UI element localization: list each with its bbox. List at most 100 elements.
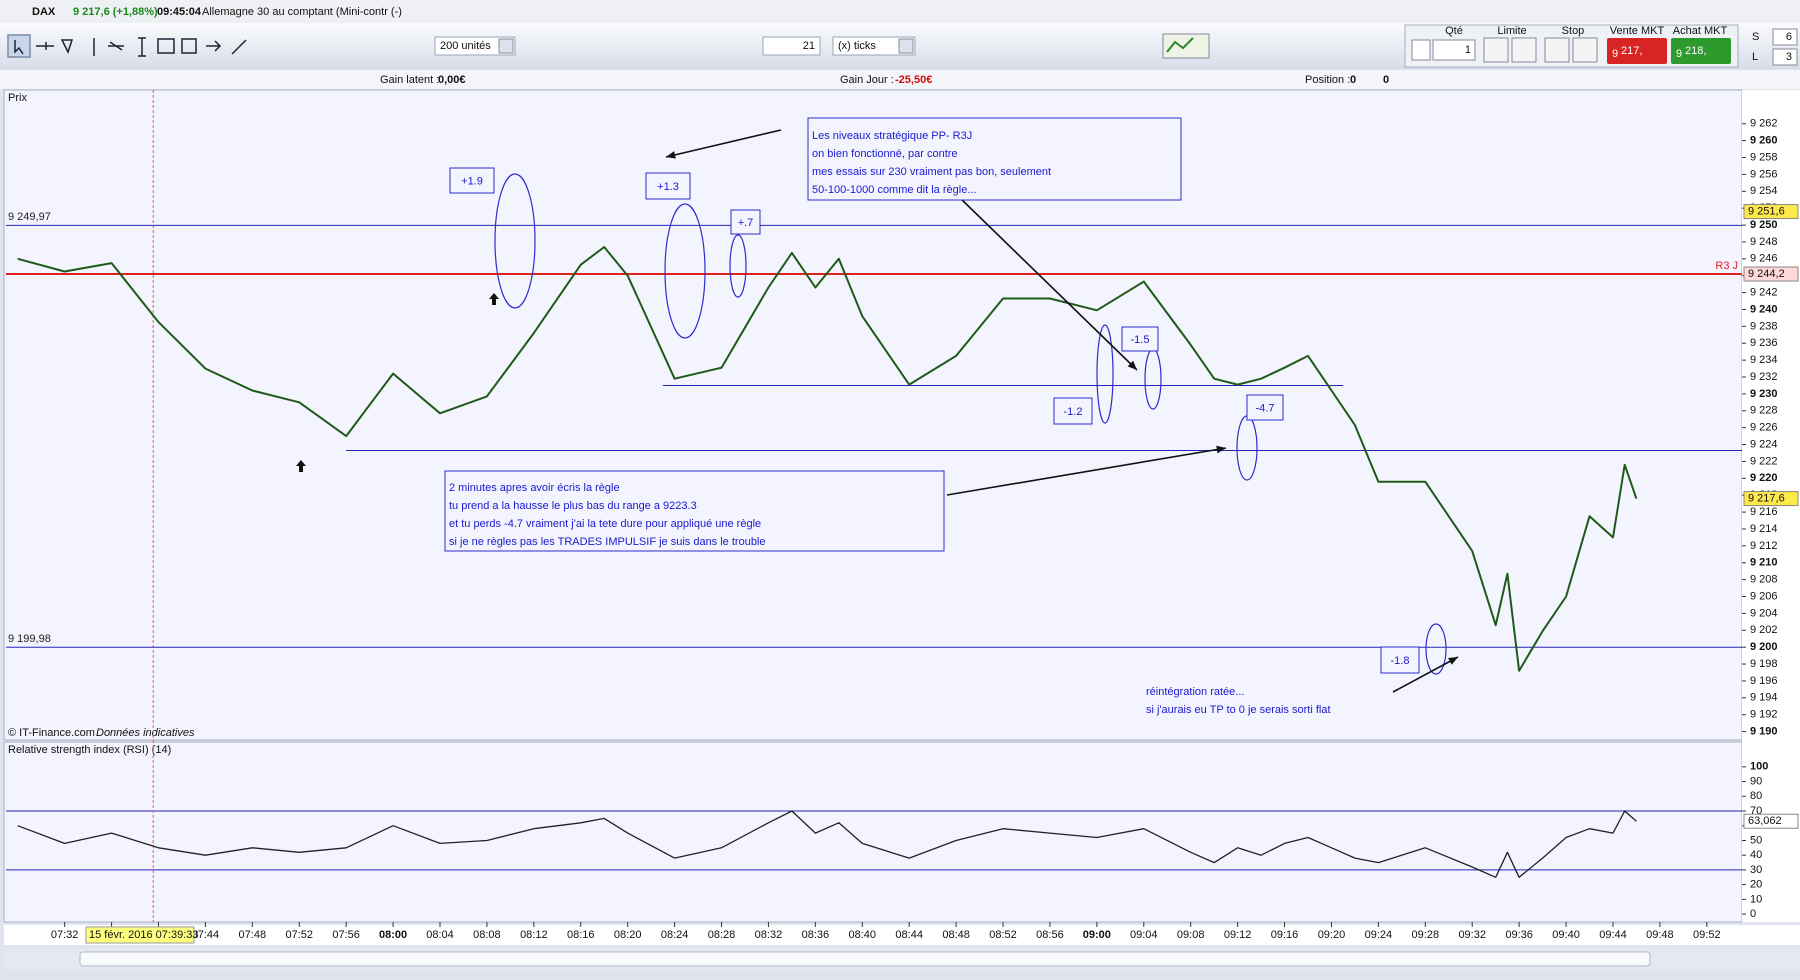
annotation-text: Les niveaux stratégique PP- R3J [812,130,972,142]
arrow-head [1216,445,1226,454]
l-value: 3 [1786,51,1792,63]
instrument: Allemagne 30 au comptant (Mini-contr (-) [202,6,402,18]
buy-price: 218, [1685,45,1706,57]
x-tick-label: 09:32 [1458,929,1486,941]
x-tick-label: 07:56 [332,929,360,941]
sell-price: 217, [1621,45,1642,57]
trade-label-box [1053,397,1093,425]
ticks-input[interactable] [762,36,821,56]
limit-buy[interactable] [1483,37,1509,63]
x-tick-label: 08:56 [1036,929,1064,941]
y-tick-label: 9 250 [1750,219,1778,231]
trade-label: +.7 [738,217,754,229]
annotation-text: réintégration ratée... [1146,686,1244,698]
level-label: 9 249,97 [8,211,51,223]
price-tag-label: 9 251,6 [1748,205,1785,217]
x-tick-label: 08:32 [755,929,783,941]
x-tick-label: 07:44 [192,929,220,941]
trade-label: -1.8 [1391,655,1410,667]
price-tag [1743,204,1799,220]
x-tick-label: 09:16 [1271,929,1299,941]
series-line [17,810,1637,878]
trade-ellipse [1425,623,1447,675]
arrow-head [666,151,676,159]
arrow-head [1448,657,1458,665]
y-tick-label: 9 256 [1750,168,1778,180]
limit-sell[interactable] [1511,37,1537,63]
y-tick-label: 9 198 [1750,658,1778,670]
y-tick-label: 9 192 [1750,709,1778,721]
stop-buy[interactable] [1544,37,1570,63]
chart-layer: Prix Relative strength index (RSI) (14) © … [6,90,1799,944]
x-tick-label: 08:12 [520,929,548,941]
s-value: 6 [1786,31,1792,43]
x-tick-label: 08:20 [614,929,642,941]
trade-label: +1.3 [657,181,679,193]
arrow [665,129,782,158]
x-tick-label: 09:44 [1599,929,1627,941]
cursor-box [85,926,195,944]
price-tag [1743,491,1799,507]
s-input[interactable] [1772,28,1798,46]
y-tick-label: 9 200 [1750,641,1778,653]
x-tick-label: 08:04 [426,929,454,941]
arrow-head [1127,360,1137,370]
x-tick-label: 09:00 [1083,929,1111,941]
x-tick-label: 09:28 [1412,929,1440,941]
dropdown-button[interactable] [898,38,914,54]
y-tick-label: 40 [1750,849,1762,861]
annotation-text: si j'aurais eu TP to 0 je serais sorti f… [1146,704,1331,716]
annotation-text: tu prend a la hausse le plus bas du rang… [449,500,697,512]
y-tick-label: 9 220 [1750,472,1778,484]
trade-label: +1.9 [461,175,483,187]
x-tick-label: 08:44 [895,929,923,941]
trade-ellipse [729,234,747,298]
trade-label-box [1246,394,1284,421]
y-tick-label: 9 262 [1750,118,1778,130]
qty: 1 [1465,44,1471,56]
dropdown-button[interactable] [498,38,514,54]
y-tick-label: 30 [1750,864,1762,876]
trade-ellipse [1096,324,1114,424]
x-tick-label: 08:00 [379,929,407,941]
stop-sell[interactable] [1572,37,1598,63]
units: 200 unités [440,40,491,52]
buy-button[interactable] [1671,38,1731,64]
units-dropdown[interactable] [434,36,516,56]
rsi-tag [1743,813,1799,829]
credit-note: Données indicatives [96,727,195,739]
y-tick-label: 9 234 [1750,354,1778,366]
sell-button[interactable] [1607,38,1667,64]
up-arrow [489,293,499,305]
y-tick-label: 9 232 [1750,371,1778,383]
y-tick-label: 9 254 [1750,185,1778,197]
y-tick-label: 90 [1750,775,1762,787]
x-tick-label: 07:52 [285,929,313,941]
cursor-label: 15 févr. 2016 07:39:33 [89,929,198,941]
y-tick-label: 9 206 [1750,590,1778,602]
level-label: 9 199,98 [8,633,51,645]
x-tick-label: 08:52 [989,929,1017,941]
trade-ellipse [664,203,706,339]
panel-title: Prix [8,92,27,104]
y-tick-label: 9 196 [1750,675,1778,687]
annotation-text: on bien fonctionné, par contre [812,148,958,160]
ticks-dropdown[interactable] [832,36,916,56]
scroll-thumb[interactable] [79,951,1651,967]
trade-label: -1.5 [1131,334,1150,346]
credit: © IT-Finance.com [8,727,95,739]
x-tick-label: 09:24 [1365,929,1393,941]
label: Stop [1562,25,1585,37]
x-tick-label: 08:48 [942,929,970,941]
y-tick-label: 9 216 [1750,506,1778,518]
x-tick-label: 07:32 [51,929,79,941]
qty-input[interactable] [1432,39,1476,61]
price-tag-label: 9 244,2 [1748,268,1785,280]
y-tick-label: 10 [1750,893,1762,905]
l-input[interactable] [1772,48,1798,66]
trade-label: -1.2 [1064,406,1083,418]
y-tick-label: 9 214 [1750,523,1778,535]
tool-icons[interactable] [7,34,247,58]
settings-button[interactable] [1411,39,1431,61]
